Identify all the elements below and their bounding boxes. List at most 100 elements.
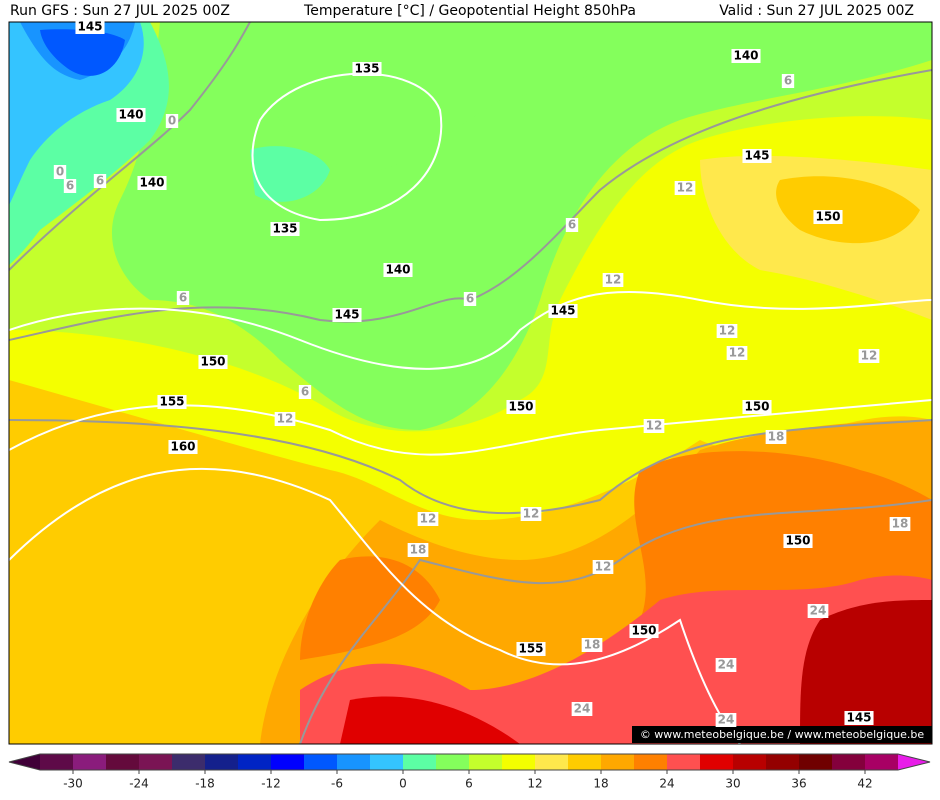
height-label: 160 xyxy=(170,440,195,454)
colorbar-cell xyxy=(139,754,173,770)
colorbar-cell xyxy=(700,754,734,770)
temperature-label: 6 xyxy=(568,218,576,232)
colorbar-tick-label: -6 xyxy=(331,777,343,791)
colorbar-cell xyxy=(733,754,767,770)
height-label: 140 xyxy=(733,49,758,63)
temperature-label: 12 xyxy=(719,324,736,338)
colorbar-cell xyxy=(337,754,371,770)
colorbar-over xyxy=(898,754,930,770)
height-label-bg xyxy=(844,711,874,725)
height-label-bg xyxy=(168,440,198,454)
temperature-label-bg xyxy=(274,412,296,426)
height-label-bg xyxy=(75,20,105,34)
height-label-bg xyxy=(731,49,761,63)
temperature-label-bg xyxy=(602,273,624,287)
colorbar-tick-label: 6 xyxy=(465,777,473,791)
height-label-bg xyxy=(516,642,546,656)
height-label: 140 xyxy=(385,263,410,277)
height-label-bg xyxy=(332,308,362,322)
temperature-label-bg xyxy=(715,658,737,672)
map xyxy=(9,22,932,744)
height-label-bg xyxy=(198,355,228,369)
height-label: 145 xyxy=(334,308,359,322)
valid-label: Valid : Sun 27 JUL 2025 00Z xyxy=(719,3,914,19)
colorbar-tick-label: 30 xyxy=(725,777,740,791)
height-label: 155 xyxy=(518,642,543,656)
watermark: © www.meteobelgique.be / www.meteobelgiq… xyxy=(640,728,925,741)
colorbar-frame xyxy=(8,753,931,771)
temperature-label: 12 xyxy=(677,181,694,195)
height-label: 155 xyxy=(159,395,184,409)
temperature-label-bg xyxy=(298,385,312,399)
temperature-label-bg xyxy=(53,165,67,179)
temperature-label-bg xyxy=(716,324,738,338)
temperature-label-bg xyxy=(715,713,737,727)
temperature-label: 24 xyxy=(574,702,591,716)
height-label: 150 xyxy=(508,400,533,414)
colorbar-tick-label: -18 xyxy=(195,777,215,791)
height-label: 150 xyxy=(815,210,840,224)
height-label: 135 xyxy=(272,222,297,236)
colorbar-tick-label: -30 xyxy=(63,777,83,791)
colorbar-cell xyxy=(73,754,107,770)
temperature-label: 6 xyxy=(784,74,792,88)
colorbar-tick-label: 42 xyxy=(857,777,872,791)
height-label-bg xyxy=(629,624,659,638)
height-label: 140 xyxy=(118,108,143,122)
temperature-label: 24 xyxy=(810,604,827,618)
height-label: 145 xyxy=(744,149,769,163)
temperature-label-bg xyxy=(417,512,439,526)
height-label-bg xyxy=(742,400,772,414)
temperature-label-bg xyxy=(520,507,542,521)
temperature-label: 18 xyxy=(768,430,785,444)
temperature-label-bg xyxy=(643,419,665,433)
height-label: 145 xyxy=(550,304,575,318)
temperature-label: 12 xyxy=(729,346,746,360)
temperature-label: 12 xyxy=(595,560,612,574)
colorbar-cell xyxy=(106,754,140,770)
colorbar-tick-label: 24 xyxy=(659,777,674,791)
height-label-bg xyxy=(270,222,300,236)
colorbar-tick-label: 18 xyxy=(593,777,608,791)
colorbar-cell xyxy=(799,754,833,770)
temperature-label-bg xyxy=(463,292,477,306)
height-label: 145 xyxy=(846,711,871,725)
height-label-bg xyxy=(813,210,843,224)
temperature-label-bg xyxy=(858,349,880,363)
temperature-label-bg xyxy=(407,543,429,557)
colorbar-cell xyxy=(601,754,635,770)
temperature-label-bg xyxy=(63,179,77,193)
temperature-label: 6 xyxy=(466,292,474,306)
temperature-label-bg xyxy=(165,114,179,128)
temperature-label: 12 xyxy=(646,419,663,433)
temperature-label: 12 xyxy=(605,273,622,287)
contour-labels: 145 140 140 135 135 140 145 150 155 160 140 145 150 1… xyxy=(53,20,911,727)
temperature-label: 12 xyxy=(523,507,540,521)
colorbar-cell xyxy=(403,754,437,770)
temperature-label: 24 xyxy=(718,658,735,672)
temperature-label: 6 xyxy=(96,174,104,188)
height-label-bg xyxy=(116,108,146,122)
temperature-label: 18 xyxy=(892,517,909,531)
colorbar-cell xyxy=(436,754,470,770)
height-label-bg xyxy=(137,176,167,190)
colorbar-cell xyxy=(502,754,536,770)
map-frame xyxy=(8,21,933,745)
height-label-bg xyxy=(157,395,187,409)
temperature-label: 12 xyxy=(277,412,294,426)
height-label: 140 xyxy=(139,176,164,190)
temperature-label: 18 xyxy=(410,543,427,557)
height-label: 150 xyxy=(631,624,656,638)
colorbar-tick-label: 0 xyxy=(399,777,407,791)
colorbar-cell xyxy=(238,754,272,770)
colorbar-cell xyxy=(205,754,239,770)
colorbar-cell xyxy=(766,754,800,770)
height-label: 150 xyxy=(785,534,810,548)
temperature-label-bg xyxy=(176,291,190,305)
colorbar-tick-label: 36 xyxy=(791,777,806,791)
temperature-label-bg xyxy=(726,346,748,360)
temperature-label-bg xyxy=(807,604,829,618)
temperature-label: 12 xyxy=(861,349,878,363)
height-label: 150 xyxy=(744,400,769,414)
